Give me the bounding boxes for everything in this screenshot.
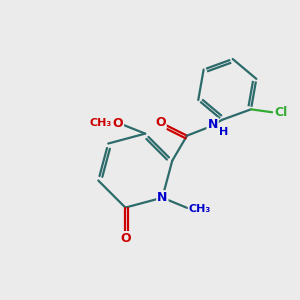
Text: CH₃: CH₃	[189, 205, 211, 214]
Text: N: N	[157, 191, 167, 204]
Text: O: O	[155, 116, 166, 129]
Text: Cl: Cl	[274, 106, 288, 119]
Text: O: O	[112, 117, 123, 130]
Text: CH₃: CH₃	[90, 118, 112, 128]
Text: H: H	[219, 127, 228, 136]
Text: N: N	[207, 118, 218, 131]
Text: O: O	[120, 232, 131, 245]
